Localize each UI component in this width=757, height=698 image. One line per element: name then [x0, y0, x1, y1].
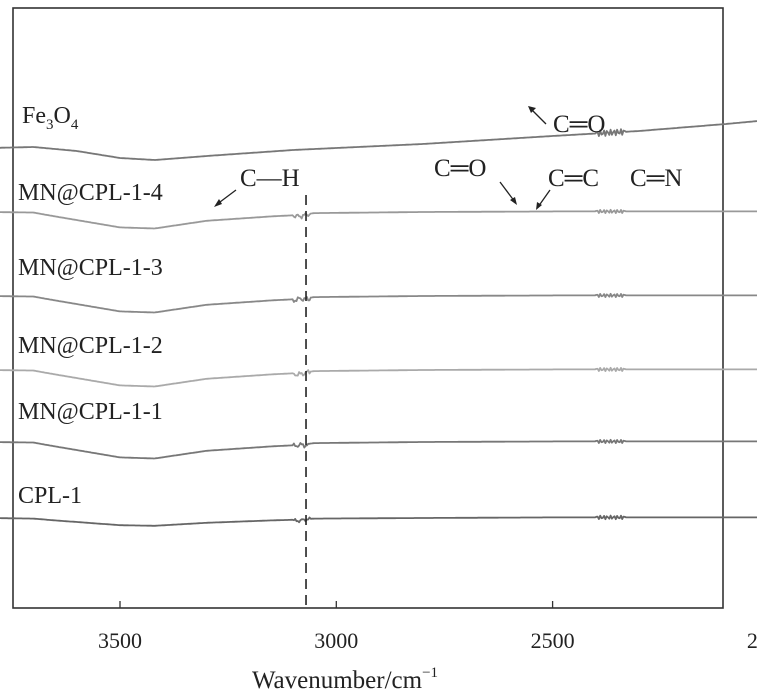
- series-line-3: [0, 366, 757, 388]
- series-line-1: [0, 208, 757, 230]
- x-axis-ticks: 350030002500200015001000: [98, 601, 757, 653]
- annotation-cc: C═C: [536, 165, 599, 210]
- annotation-co-fe3o4-text: C═O: [553, 111, 605, 138]
- reference-lines: [305, 195, 307, 608]
- annotation-co-arrowhead: [510, 197, 517, 205]
- annotation-cc-text: C═C: [548, 165, 599, 192]
- series-line-2: [0, 292, 757, 314]
- annotation-cn-text: C═N: [630, 165, 682, 192]
- series-label-mn-cpl-1-4: MN@CPL-1-4: [18, 180, 163, 206]
- x-axis-label: Wavenumber/cm−1: [252, 665, 438, 694]
- series-label-mn-cpl-1-3: MN@CPL-1-3: [18, 255, 163, 281]
- plot-frame: [12, 7, 724, 609]
- series-label-cpl-1: CPL-1: [18, 483, 82, 509]
- series-line-4: [0, 438, 757, 460]
- series-line-0: [0, 120, 757, 161]
- annotation-co: C═O: [434, 155, 517, 205]
- x-tick-label: 3000: [314, 628, 358, 653]
- series-label-mn-cpl-1-2: MN@CPL-1-2: [18, 333, 163, 359]
- x-tick-label: 2500: [531, 628, 575, 653]
- x-tick-label: 2000: [747, 628, 757, 653]
- annotations: C—H C═O C═O C═C C═N: [214, 106, 682, 210]
- annotation-cc-arrowhead: [536, 202, 542, 210]
- series-layer: [0, 120, 757, 527]
- annotation-ch-arrowhead: [214, 199, 222, 207]
- annotation-ch: C—H: [214, 165, 300, 207]
- series-label-fe3o4: Fe3O4: [22, 103, 79, 133]
- series-labels: Fe3O4 MN@CPL-1-4 MN@CPL-1-3 MN@CPL-1-2 M…: [18, 103, 163, 509]
- series-line-5: [0, 514, 757, 527]
- annotation-co-text: C═O: [434, 155, 486, 182]
- annotation-co-fe3o4-arrowhead: [528, 106, 536, 113]
- annotation-ch-text: C—H: [240, 165, 300, 192]
- series-label-mn-cpl-1-1: MN@CPL-1-1: [18, 399, 163, 425]
- annotation-co-fe3o4: C═O: [528, 106, 605, 138]
- x-tick-label: 3500: [98, 628, 142, 653]
